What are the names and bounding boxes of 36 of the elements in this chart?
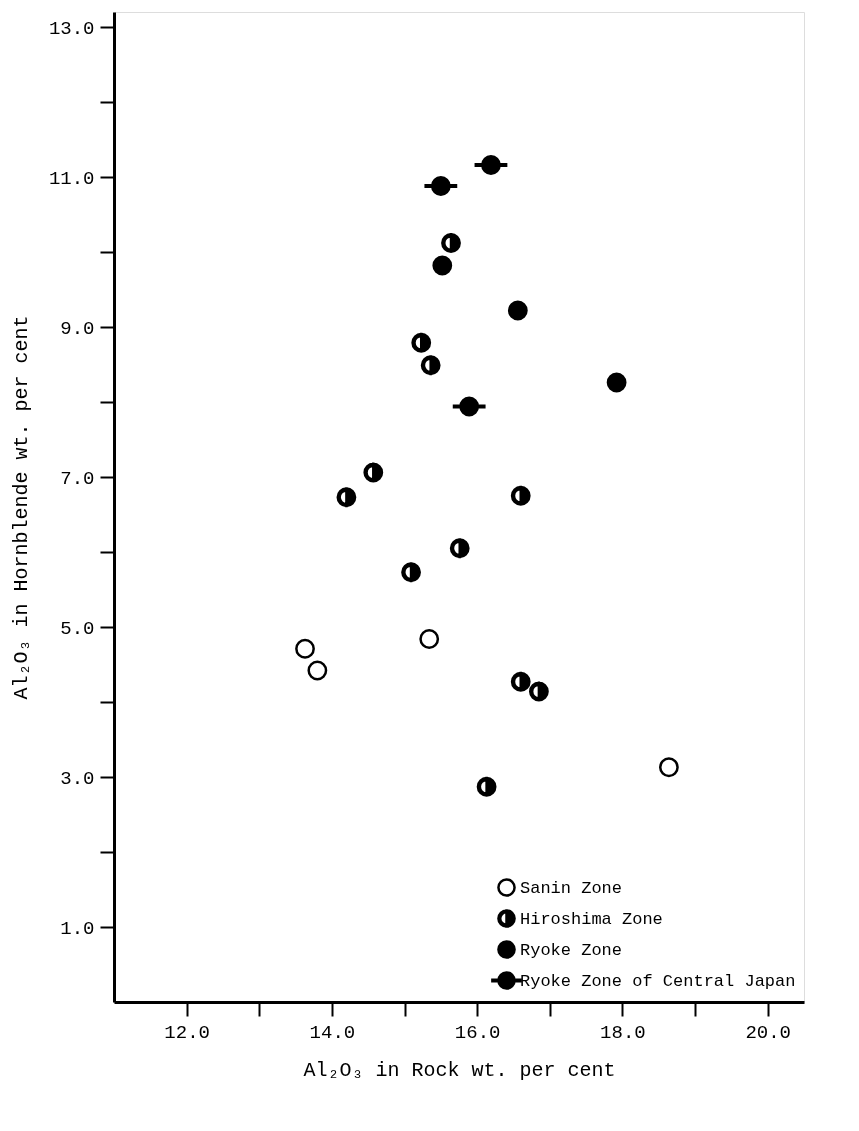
y-tick-label: 1.0	[60, 917, 95, 940]
point	[476, 776, 497, 797]
point	[507, 300, 528, 321]
x-tick-label: 14.0	[309, 1021, 356, 1044]
point	[528, 681, 549, 702]
point	[659, 757, 679, 778]
x-tick-label: 18.0	[600, 1021, 646, 1044]
legend-label: Ryoke Zone of Central Japan	[520, 971, 796, 991]
point	[401, 562, 421, 583]
y-tick-label: 7.0	[60, 467, 95, 490]
point	[606, 372, 627, 393]
point	[411, 332, 432, 353]
legend-label: Hiroshima Zone	[520, 909, 663, 929]
point	[307, 660, 328, 681]
point	[336, 487, 357, 508]
y-tick-label: 3.0	[60, 767, 95, 790]
point	[295, 638, 315, 659]
point	[510, 485, 531, 506]
point	[363, 462, 384, 483]
x-tick-label: 16.0	[454, 1021, 501, 1044]
y-tick-label: 5.0	[60, 617, 95, 640]
point	[441, 233, 461, 253]
y-tick-label: 9.0	[60, 317, 95, 340]
y-tick-label: 11.0	[48, 167, 95, 190]
point	[420, 355, 441, 376]
point	[419, 629, 440, 649]
y-axis-title: Al₂O₃ in Hornblende wt. per cent	[9, 315, 33, 700]
x-tick-label: 12.0	[164, 1021, 210, 1044]
legend-label: Ryoke Zone	[520, 940, 623, 960]
point	[449, 538, 470, 559]
x-tick-label: 20.0	[745, 1021, 791, 1044]
point	[432, 255, 453, 276]
y-tick-label: 13.0	[48, 17, 95, 40]
x-axis-title: Al₂O₃ in Rock wt. per cent	[303, 1058, 616, 1082]
point	[510, 671, 531, 692]
legend-label: Sanin Zone	[520, 878, 623, 898]
